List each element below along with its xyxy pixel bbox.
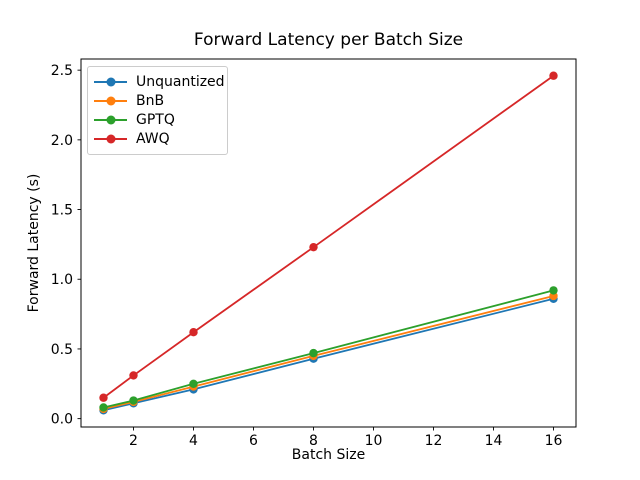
- data-point-gptq: [189, 379, 198, 388]
- data-point-gptq: [309, 348, 318, 358]
- y-tick-label: 0.0: [51, 412, 73, 428]
- legend-label: GPTQ: [136, 112, 175, 129]
- data-point-gptq: [99, 403, 108, 412]
- legend-entry-awq: AWQ: [94, 130, 219, 149]
- legend-entry-unquantized: Unquantized: [94, 72, 225, 91]
- legend-label: AWQ: [136, 131, 170, 148]
- x-tick-label: 12: [425, 433, 443, 449]
- x-tick-label: 10: [365, 433, 383, 449]
- y-tick-label: 2.5: [51, 63, 73, 79]
- legend-label: Unquantized: [136, 73, 225, 90]
- legend-marker-icon: [94, 134, 127, 144]
- y-axis-label: Forward Latency (s): [26, 173, 42, 313]
- x-tick-label: 14: [485, 433, 503, 449]
- y-tick-label: 1.0: [51, 272, 73, 288]
- data-point-awq: [129, 371, 138, 380]
- series-line-unquantized: [103, 297, 554, 412]
- x-tick-label: 8: [309, 433, 318, 449]
- x-tick-label: 2: [129, 433, 138, 449]
- x-tick-label: 16: [545, 433, 563, 449]
- y-tick-label: 2.0: [51, 133, 73, 149]
- data-point-awq: [309, 242, 318, 252]
- legend: Unquantized BnB GPTQ AWQ: [87, 66, 228, 155]
- data-point-awq: [549, 71, 558, 80]
- axes-frame: [80, 58, 577, 428]
- legend-entry-gptq: GPTQ: [94, 111, 219, 130]
- data-point-gptq: [129, 396, 138, 405]
- legend-marker-icon: [94, 77, 127, 87]
- data-point-awq: [189, 328, 198, 337]
- series-line-bnb: [103, 295, 554, 410]
- legend-label: BnB: [136, 92, 165, 109]
- chart-title: Forward Latency per Batch Size: [193, 30, 464, 50]
- x-tick-label: 6: [249, 433, 258, 449]
- y-tick-label: 0.5: [51, 342, 73, 358]
- y-tick-label: 1.5: [51, 203, 73, 219]
- data-point-awq: [99, 393, 108, 402]
- x-tick-label: 4: [189, 433, 198, 449]
- data-point-gptq: [549, 286, 558, 295]
- x-axis-label: Batch Size: [291, 447, 366, 463]
- legend-entry-bnb: BnB: [94, 91, 219, 110]
- legend-marker-icon: [94, 96, 127, 106]
- legend-marker-icon: [94, 115, 127, 125]
